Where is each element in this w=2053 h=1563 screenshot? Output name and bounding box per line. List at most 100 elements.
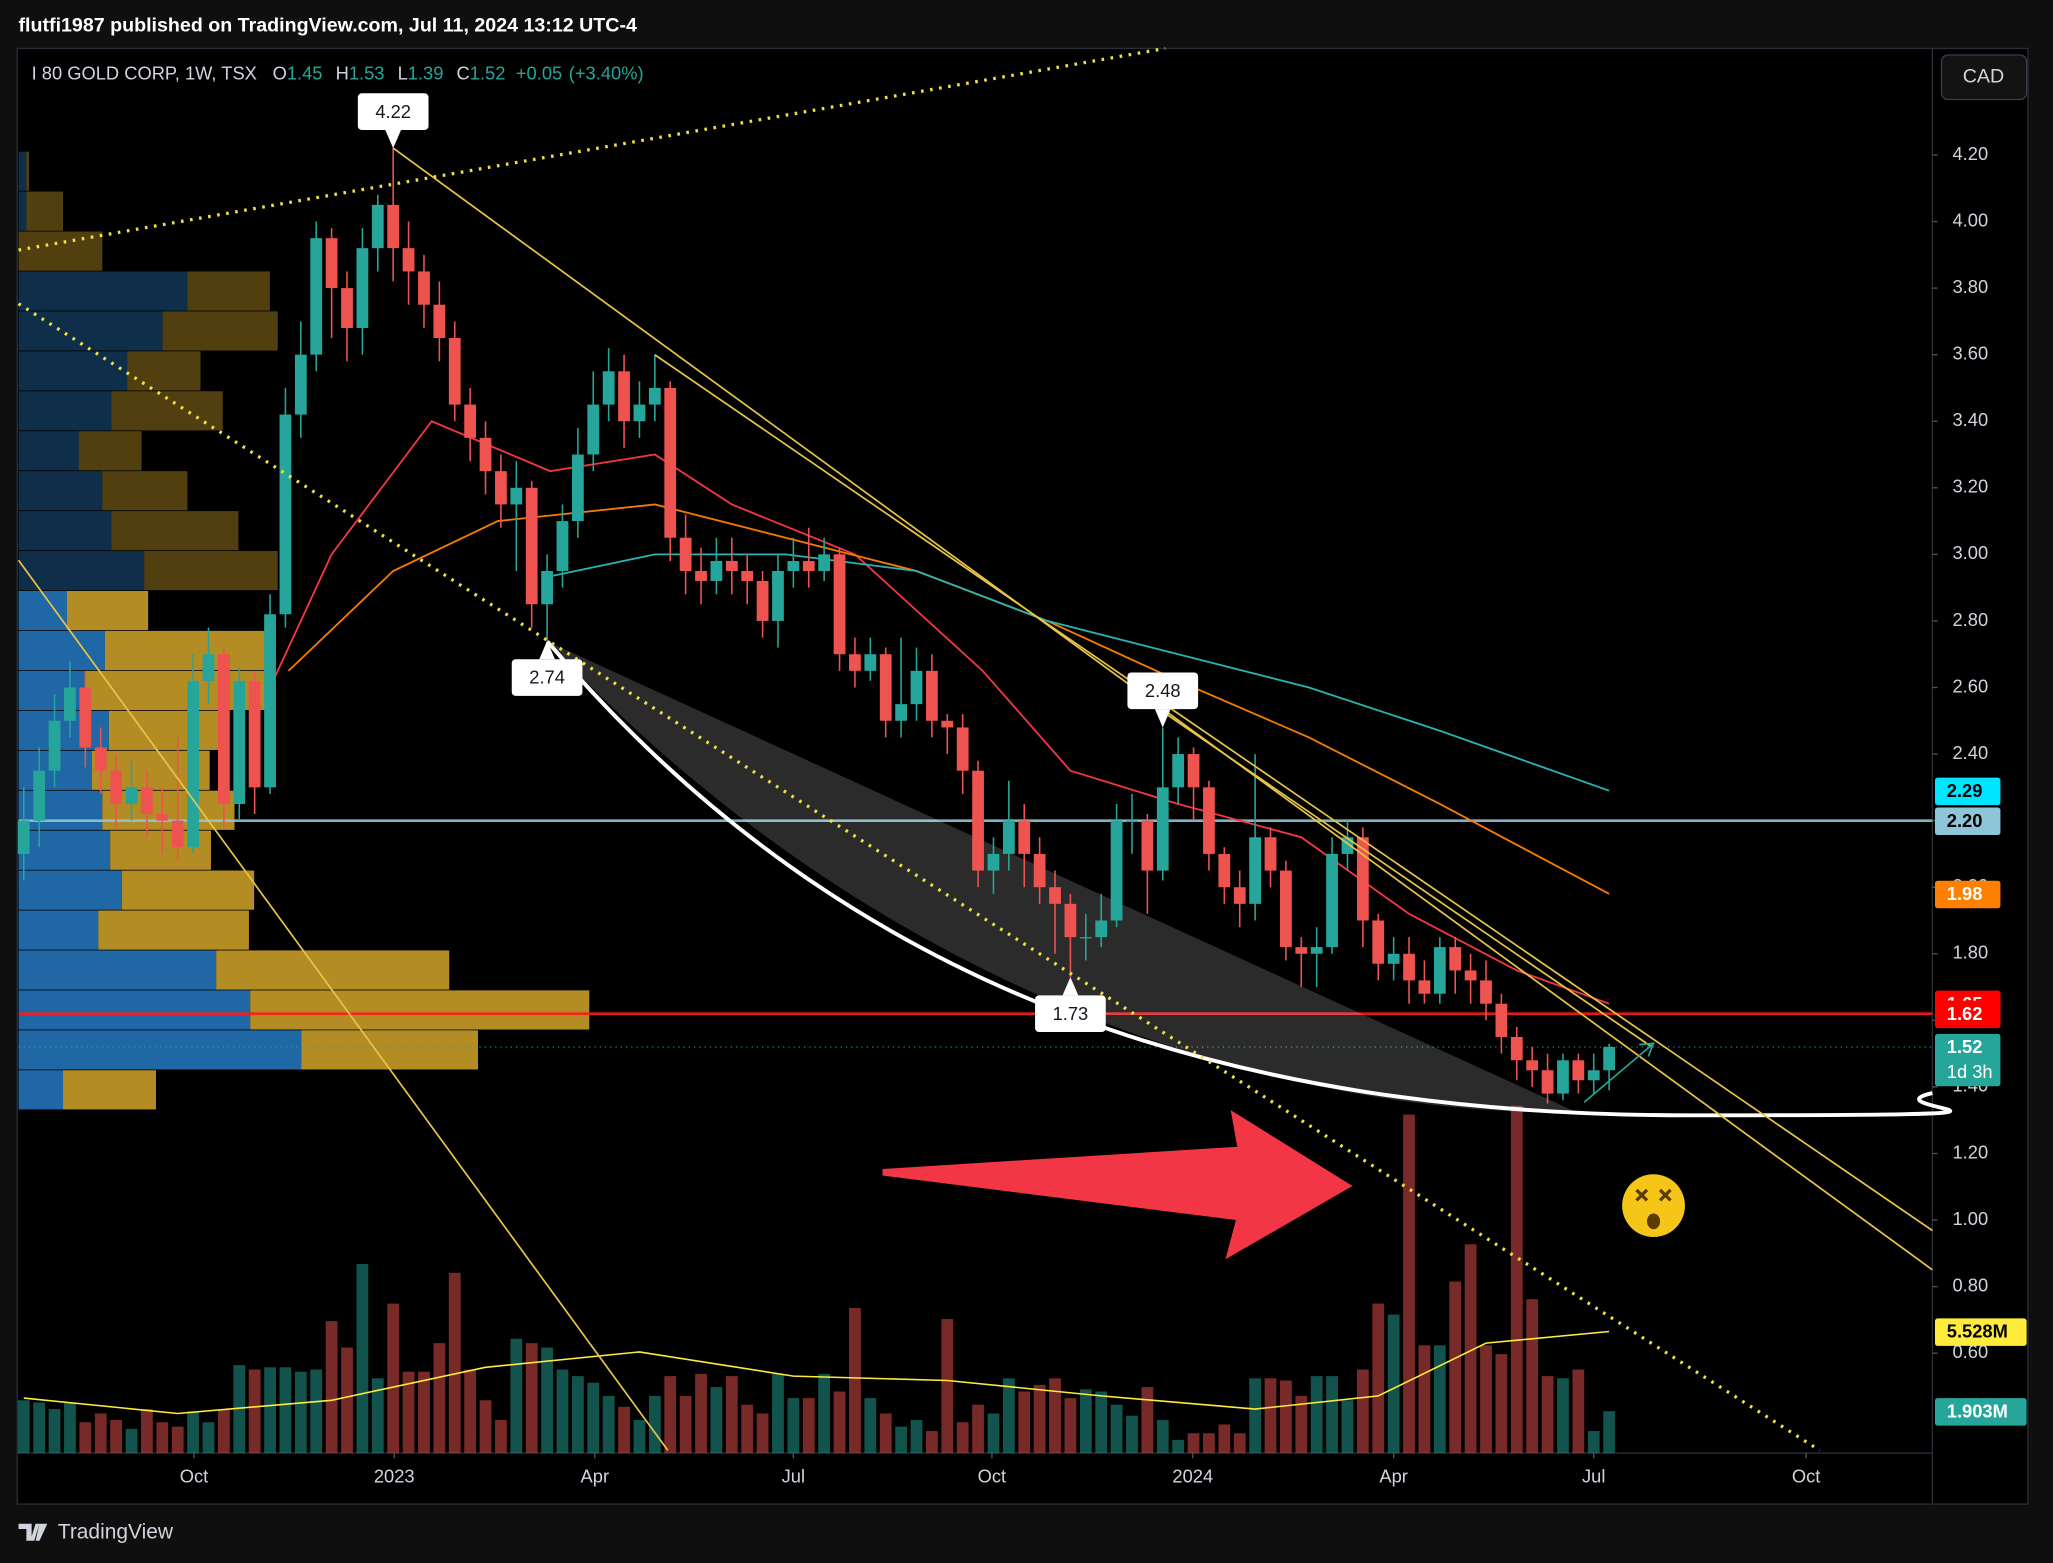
axes: 0.600.801.001.201.401.601.802.002.202.40…: [180, 143, 2027, 1487]
volume-bar: [1033, 1384, 1046, 1454]
candle-body: [1403, 953, 1415, 981]
candle-body: [1203, 787, 1215, 854]
profile-down: [144, 551, 278, 591]
volume-bar: [1203, 1433, 1215, 1454]
candle-body: [1587, 1070, 1600, 1081]
currency-button[interactable]: [1940, 54, 2028, 101]
profile-up: [18, 710, 109, 750]
volume-bar: [248, 1369, 261, 1454]
candle-body: [648, 387, 661, 405]
price-label-box: [1934, 807, 2001, 836]
volume-bar: [33, 1402, 46, 1454]
callout-box: [1035, 995, 1106, 1033]
volume-bar: [910, 1420, 923, 1454]
x-tick-label: Apr: [581, 1466, 610, 1487]
volume-bar: [233, 1365, 246, 1454]
brand: TradingView: [18, 1520, 174, 1543]
volume-pane: [17, 1105, 1616, 1454]
candle-body: [402, 248, 415, 272]
volume-bar: [479, 1400, 492, 1454]
price-label: 1.98: [1947, 883, 1983, 904]
y-tick-label: 4.00: [1952, 209, 1988, 230]
candle-body: [1110, 820, 1123, 921]
profile-down: [102, 790, 235, 830]
candle-body: [156, 813, 169, 821]
volume-bar: [602, 1395, 615, 1454]
x-tick-label: Jul: [782, 1466, 805, 1487]
y-tick-label: 1.80: [1952, 942, 1988, 963]
volume-bar: [833, 1391, 846, 1454]
profile-down: [66, 590, 149, 631]
profile-down: [98, 910, 249, 950]
volume-bar: [1587, 1431, 1600, 1454]
currency-label[interactable]: CAD: [1963, 65, 2004, 87]
volume-bar: [1541, 1376, 1554, 1454]
volume-bar: [618, 1406, 630, 1454]
candle-body: [310, 238, 323, 355]
volume-bar: [187, 1411, 199, 1454]
volume-bar: [433, 1343, 446, 1454]
candle-body: [679, 537, 692, 572]
candle-body: [879, 654, 892, 721]
candle-body: [1464, 970, 1477, 981]
candle-body: [1172, 754, 1185, 788]
volume-bar: [510, 1338, 523, 1454]
volume-bar: [772, 1373, 784, 1454]
projection-arrow: [1583, 1043, 1653, 1103]
volume-bar: [1280, 1380, 1292, 1454]
volume-bar: [325, 1321, 338, 1454]
profile-down: [26, 191, 64, 231]
profile-up: [18, 511, 112, 551]
volume-bar: [1449, 1281, 1462, 1454]
volume-bar: [1018, 1391, 1031, 1454]
profile-down: [104, 630, 273, 671]
candle-body: [525, 487, 538, 605]
candle-body: [695, 571, 707, 581]
curve: [545, 640, 1953, 1118]
price-label-box: [1934, 777, 2001, 806]
volume-bar: [1218, 1424, 1231, 1454]
candle-body: [110, 770, 123, 804]
volume-bar: [48, 1409, 61, 1454]
profile-up: [18, 830, 111, 870]
profile-down: [111, 511, 239, 551]
volume-bar: [679, 1395, 692, 1454]
volume-profile: [18, 151, 590, 1110]
profile-down: [78, 431, 142, 471]
volume-bar: [1295, 1395, 1308, 1454]
y-tick-label: 1.20: [1952, 1141, 1988, 1162]
candle-body: [279, 414, 292, 615]
candle-body: [371, 204, 384, 249]
candle-body: [941, 720, 954, 728]
volume-bar: [341, 1347, 353, 1454]
profile-up: [18, 790, 103, 830]
volume-bar: [125, 1428, 138, 1454]
volume-bar: [264, 1367, 276, 1454]
profile-up: [18, 870, 122, 910]
price-label-box: [1934, 1318, 2027, 1346]
x-tick-label: Apr: [1379, 1466, 1408, 1487]
candle-body: [756, 580, 769, 621]
candle-body: [925, 670, 938, 721]
candle-body: [772, 571, 784, 621]
price-label: 1.62: [1947, 1003, 1983, 1024]
candle-body: [541, 571, 553, 605]
candle-body: [1018, 820, 1031, 854]
volume-bar: [864, 1398, 877, 1454]
candle-body: [1387, 953, 1400, 964]
volume-bar: [925, 1431, 938, 1454]
profile-up: [18, 551, 145, 591]
candle-body: [725, 561, 738, 572]
price-label: 2.29: [1947, 780, 1983, 801]
volume-bar: [895, 1426, 907, 1454]
volume-bar: [1603, 1411, 1616, 1454]
volume-bar: [741, 1404, 754, 1454]
price-label: 5.528M: [1947, 1321, 2008, 1342]
legend-change: +0.05: [516, 62, 562, 83]
candle-body: [1033, 853, 1046, 888]
volume-bar: [310, 1369, 323, 1454]
profile-down: [250, 990, 590, 1030]
candle-body: [818, 554, 831, 572]
candle-body: [1295, 947, 1308, 954]
candle-body: [141, 787, 153, 814]
